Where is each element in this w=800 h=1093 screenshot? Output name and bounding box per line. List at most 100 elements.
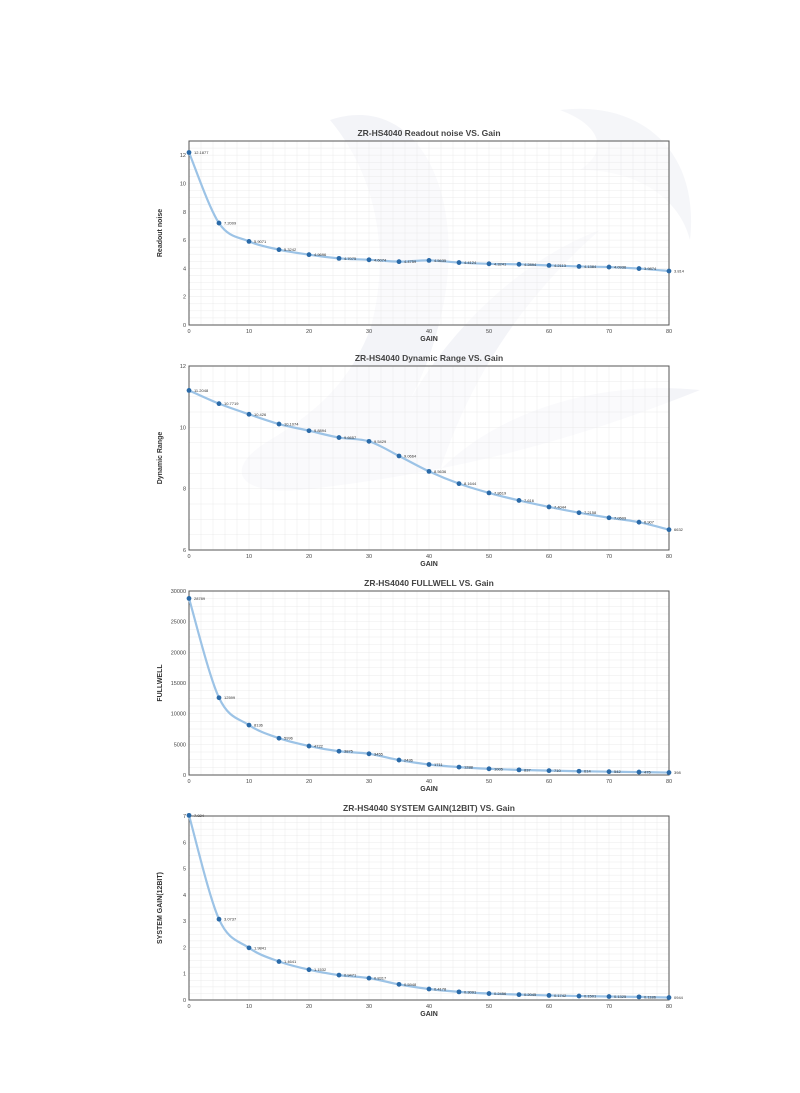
data-label: 4.2894 (524, 262, 537, 267)
data-label: 8.5636 (434, 469, 447, 474)
data-label: 0.9471 (344, 973, 357, 978)
data-point (336, 972, 342, 978)
data-label: 4.5635 (434, 258, 447, 263)
data-point (516, 992, 522, 998)
data-point (546, 504, 552, 510)
data-label: 4722 (314, 744, 324, 749)
y-tick-label: 10 (180, 425, 186, 431)
x-tick-label: 20 (306, 779, 312, 785)
data-label: 5996 (284, 736, 294, 741)
data-point (246, 722, 252, 728)
data-point (426, 468, 432, 474)
data-label: 12599 (224, 695, 236, 700)
data-point (546, 768, 552, 774)
data-label: 7.0509 (614, 515, 627, 520)
data-point (486, 261, 492, 267)
data-label: 7.024 (194, 813, 205, 818)
data-point (486, 766, 492, 772)
x-tick-label: 40 (426, 329, 432, 335)
y-tick-label: 3 (183, 919, 186, 925)
x-tick-label: 10 (246, 329, 252, 335)
y-axis-label: FULLWELL (157, 664, 164, 702)
y-axis-label: SYSTEM GAIN(12BIT) (157, 872, 164, 944)
data-label: 8.1644 (464, 481, 477, 486)
data-label: 542 (614, 769, 621, 774)
data-label: 3455 (374, 751, 384, 756)
data-point (396, 757, 402, 763)
data-label: 4.7075 (344, 256, 357, 261)
x-tick-label: 40 (426, 779, 432, 785)
y-axis-label: Dynamic Range (157, 432, 164, 485)
y-tick-label: 15000 (171, 681, 186, 687)
y-tick-label: 4 (183, 893, 186, 899)
x-tick-label: 70 (606, 329, 612, 335)
y-tick-label: 1 (183, 972, 186, 978)
data-point (216, 916, 222, 922)
data-label: 9.6657 (344, 435, 357, 440)
data-label: 710 (554, 768, 561, 773)
x-tick-label: 50 (486, 329, 492, 335)
x-tick-label: 60 (546, 779, 552, 785)
data-label: 7.2158 (584, 510, 597, 515)
data-label: 0.4178 (434, 987, 447, 992)
data-point (606, 994, 612, 999)
data-label: 0.1186 (644, 994, 657, 999)
data-label: 10.7719 (224, 401, 239, 406)
data-label: 475 (644, 770, 651, 775)
data-label: 3.0737 (224, 917, 237, 922)
x-tick-label: 80 (666, 779, 672, 785)
data-label: 1.9841 (254, 945, 267, 950)
x-tick-label: 70 (606, 554, 612, 560)
plot-frame (188, 365, 670, 551)
data-point (366, 438, 372, 444)
data-point (186, 596, 192, 601)
y-tick-label: 30000 (171, 589, 186, 595)
data-label: 0.2456 (494, 991, 507, 996)
data-label: 1005 (494, 766, 504, 771)
data-label: 3.814 (674, 269, 685, 274)
data-label: 0944 (674, 995, 684, 1000)
y-tick-label: 4 (183, 266, 186, 272)
data-point (576, 993, 582, 999)
x-axis-label: GAIN (420, 786, 438, 793)
data-point (276, 421, 282, 427)
x-tick-label: 80 (666, 329, 672, 335)
x-tick-label: 30 (366, 1004, 372, 1010)
data-point (396, 981, 402, 987)
x-tick-label: 60 (546, 329, 552, 335)
x-tick-label: 60 (546, 554, 552, 560)
data-label: 0.3091 (464, 989, 477, 994)
data-label: 1711 (434, 762, 443, 767)
data-label: 0.1742 (554, 993, 567, 998)
x-axis-label: GAIN (420, 336, 438, 343)
data-point (246, 238, 252, 244)
data-point (216, 401, 222, 407)
data-point (306, 428, 312, 434)
data-point (666, 268, 672, 274)
x-tick-label: 60 (546, 1004, 552, 1010)
x-tick-label: 10 (246, 779, 252, 785)
data-point (456, 989, 462, 995)
data-point (516, 767, 522, 773)
data-point (186, 812, 192, 818)
plot-frame (188, 590, 670, 776)
x-tick-label: 40 (426, 554, 432, 560)
y-tick-label: 6 (183, 238, 186, 244)
x-tick-label: 80 (666, 554, 672, 560)
data-label: 0.8317 (374, 976, 387, 981)
data-label: 0.2045 (524, 992, 537, 997)
y-tick-label: 20000 (171, 650, 186, 656)
data-label: 12.1877 (194, 150, 209, 155)
data-point (276, 735, 282, 741)
data-point (546, 262, 552, 268)
data-point (456, 764, 462, 770)
data-point (366, 975, 372, 981)
x-tick-label: 0 (187, 554, 190, 560)
x-tick-label: 0 (187, 779, 190, 785)
x-axis-label: GAIN (420, 1011, 438, 1018)
data-point (576, 510, 582, 516)
data-point (186, 150, 192, 155)
data-label: 7.8619 (494, 490, 507, 495)
data-point (336, 435, 342, 440)
